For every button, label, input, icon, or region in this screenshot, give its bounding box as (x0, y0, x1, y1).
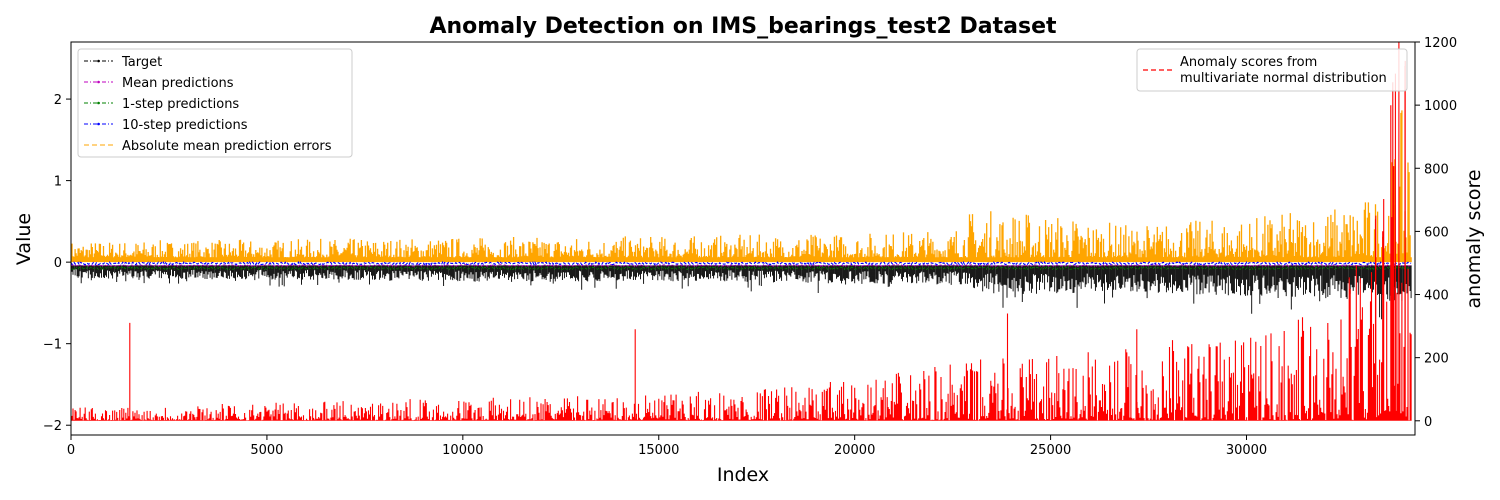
legend-label: Absolute mean prediction errors (122, 139, 332, 154)
x-axis: 0 5000 10000 15000 20000 25000 30000 (67, 435, 1267, 458)
x-tick-label: 25000 (1030, 443, 1071, 458)
y2-tick-label: 1000 (1424, 99, 1457, 114)
legend-left-box (77, 48, 353, 158)
series-target (71, 265, 1412, 320)
series-mean (71, 263, 1412, 267)
y-tick-label: 1 (54, 175, 62, 190)
y2-tick-label: 800 (1424, 162, 1449, 177)
chart-title: Anomaly Detection on IMS_bearings_test2 … (429, 14, 1057, 39)
series-abs-errors (71, 110, 1412, 263)
legend-marker (97, 80, 100, 84)
y2-tick-label: 0 (1424, 415, 1432, 430)
y2-axis: 0 200 400 600 800 1000 1200 (1415, 36, 1457, 430)
y2-tick-label: 400 (1424, 289, 1449, 304)
x-tick-label: 10000 (442, 443, 483, 458)
legend-label: Anomaly scores from (1180, 55, 1317, 70)
legend-right-box (1136, 48, 1408, 92)
legend-marker (97, 59, 100, 63)
x-tick-label: 5000 (250, 443, 283, 458)
y-tick-label: 2 (54, 93, 62, 108)
y2-tick-label: 600 (1424, 225, 1449, 240)
x-tick-label: 0 (67, 443, 75, 458)
y-tick-label: −2 (43, 419, 62, 434)
legend-left: Target Mean predictions 1-step predictions… (77, 48, 353, 158)
legend-label: Mean predictions (122, 76, 234, 91)
series-layer (71, 42, 1412, 421)
y2-axis-label: anomaly score (1463, 169, 1485, 308)
y2-tick-label: 1200 (1424, 36, 1457, 51)
y-tick-label: −1 (43, 338, 62, 353)
y-tick-label: 0 (54, 256, 62, 271)
series-anomaly-scores (71, 42, 1412, 421)
legend-label: 1-step predictions (122, 97, 239, 112)
series-10-step (71, 260, 1412, 266)
x-axis-label: Index (717, 464, 769, 486)
y-axis-label: Value (13, 213, 35, 265)
legend-marker (97, 122, 100, 126)
y-axis: −2 −1 0 1 2 (43, 93, 71, 434)
series-1-step (71, 266, 1412, 271)
plot-frame (70, 41, 1416, 436)
legend-label: multivariate normal distribution (1180, 71, 1387, 86)
y2-tick-label: 200 (1424, 352, 1449, 367)
legend-label: 10-step predictions (122, 118, 248, 133)
legend-marker (97, 101, 100, 105)
x-tick-label: 30000 (1226, 443, 1267, 458)
x-tick-label: 15000 (638, 443, 679, 458)
legend-label: Target (121, 55, 162, 70)
x-tick-label: 20000 (834, 443, 875, 458)
